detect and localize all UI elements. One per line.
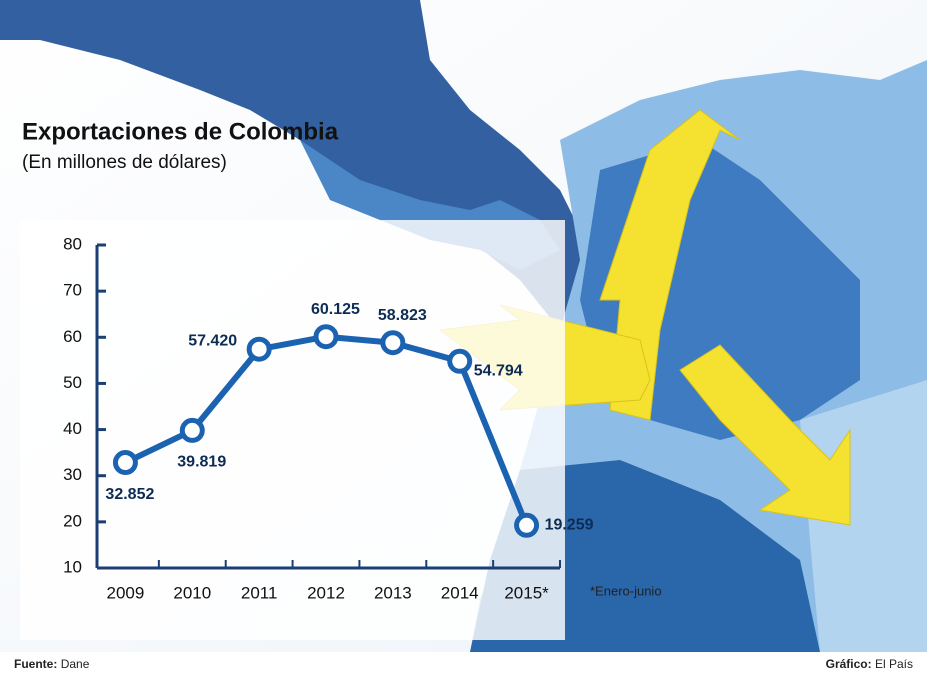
marker: [313, 324, 339, 350]
credit-name: El País: [875, 657, 913, 671]
credit-label: Gráfico:: [826, 657, 872, 671]
marker: [179, 417, 205, 443]
y-tick-label: 10: [63, 557, 82, 576]
chart-title: Exportaciones de Colombia: [22, 118, 339, 145]
x-tick-label: 2012: [307, 583, 345, 602]
x-tick-label: 2015*: [504, 583, 549, 602]
marker: [246, 336, 272, 362]
value-label: 54.794: [474, 363, 523, 380]
y-tick-label: 40: [63, 419, 82, 438]
source-label: Fuente:: [14, 657, 57, 671]
value-label: 60.125: [311, 301, 360, 318]
map: [0, 0, 927, 652]
x-tick-label: 2013: [374, 583, 412, 602]
marker: [380, 330, 406, 356]
source: Fuente: Dane: [14, 657, 90, 671]
source-name: Dane: [61, 657, 90, 671]
value-label: 39.819: [177, 454, 226, 471]
y-tick-label: 20: [63, 511, 82, 530]
marker: [112, 450, 138, 476]
value-label: 58.823: [378, 307, 427, 324]
chart-subtitle: (En millones de dólares): [22, 152, 227, 173]
marker: [514, 512, 540, 538]
x-tick-label: 2014: [441, 583, 479, 602]
marker: [447, 348, 473, 374]
value-label: 32.852: [105, 486, 154, 503]
x-tick-label: 2010: [173, 583, 211, 602]
x-tick-label: 2011: [241, 583, 278, 602]
value-label: 57.420: [188, 332, 237, 349]
note: *Enero-junio: [590, 583, 662, 598]
y-tick-label: 50: [63, 373, 82, 392]
y-tick-label: 60: [63, 327, 82, 346]
footer: [0, 652, 927, 676]
y-tick-label: 70: [63, 281, 82, 300]
x-tick-label: 2009: [107, 583, 145, 602]
credit: Gráfico: El País: [826, 657, 913, 671]
value-label: 19.259: [545, 516, 594, 533]
y-tick-label: 80: [63, 234, 82, 253]
y-tick-label: 30: [63, 465, 82, 484]
